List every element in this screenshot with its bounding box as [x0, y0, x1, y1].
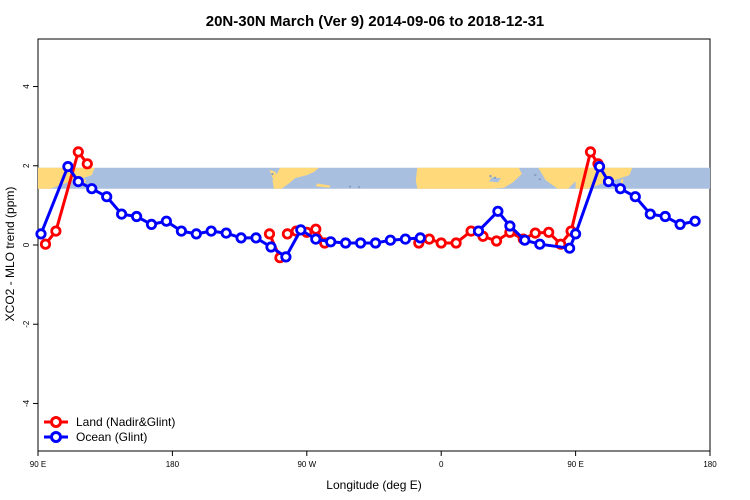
series-1-point-0-6 — [131, 210, 143, 223]
series-0-point-3-10 — [543, 226, 555, 238]
map-land-asia-east — [38, 167, 95, 189]
series-1-point-0-7 — [145, 218, 158, 230]
legend-land-label: Land (Nadir&Glint) — [76, 415, 175, 429]
x-tick-label-5: 180 — [703, 460, 717, 469]
x-tick-label-3: 0 — [439, 460, 444, 469]
legend-ocean-marker — [50, 431, 62, 443]
series-1-point-0-5 — [116, 208, 128, 220]
series-1-point-0-25 — [414, 232, 426, 244]
y-tick-label-4: 4 — [22, 84, 31, 89]
series-1-point-0-15 — [265, 241, 277, 253]
series-0-point-0-0 — [39, 238, 52, 250]
series-layer — [35, 146, 701, 264]
series-1-point-0-20 — [339, 237, 352, 249]
series-0-point-1-0 — [263, 228, 276, 240]
x-tick-label-2: 90 W — [297, 460, 316, 469]
series-1-point-0-18 — [310, 233, 322, 245]
x-tick-label-1: 180 — [166, 460, 180, 469]
series-0-point-2-0 — [281, 228, 293, 240]
series-1-point-1-8 — [602, 176, 615, 188]
map-land-india — [538, 167, 579, 189]
series-1-point-1-12 — [659, 210, 671, 223]
map-land-baja — [269, 169, 279, 181]
x-tick-label-4: 90 E — [567, 460, 583, 469]
series-0-point-3-13 — [584, 146, 597, 158]
series-1-point-0-21 — [354, 237, 367, 249]
series-0 — [39, 146, 604, 264]
series-0-point-0-3 — [81, 158, 93, 170]
map-land-asia-east-repeat — [575, 167, 633, 189]
series-1-point-0-23 — [384, 234, 396, 246]
series-0-point-0-1 — [50, 225, 62, 237]
series-1-point-1-2 — [504, 220, 516, 232]
series-1-point-0-17 — [295, 224, 307, 236]
series-1-point-0-2 — [72, 176, 84, 188]
series-1-point-0-16 — [280, 251, 292, 263]
map-island-4 — [493, 176, 497, 180]
series-1-point-1-0 — [472, 225, 485, 237]
series-1-point-0-14 — [250, 232, 262, 244]
series-1-point-0-8 — [160, 215, 172, 227]
series-1-point-1-3 — [519, 234, 531, 246]
legend-land-marker — [50, 416, 62, 428]
series-0-point-2-3 — [310, 223, 322, 235]
chart-title: 20N-30N March (Ver 9) 2014-09-06 to 2018… — [206, 13, 545, 30]
map-island-0 — [271, 172, 274, 176]
y-tick-label-3: 2 — [22, 163, 31, 168]
map-land-africa-arabia — [415, 167, 522, 189]
series-0-point-3-9 — [529, 227, 541, 239]
series-1-point-0-13 — [235, 232, 247, 244]
y-axis-label: XCO2 - MLO trend (ppm) — [3, 187, 17, 322]
map-land-persian-gulf-water — [489, 177, 501, 183]
x-tick-label-0: 90 E — [30, 460, 46, 469]
series-1-point-0-22 — [369, 237, 382, 249]
legend-ocean-label: Ocean (Glint) — [76, 430, 147, 444]
series-1-point-0-9 — [175, 225, 187, 237]
map-land-americas — [272, 167, 319, 189]
series-1-point-1-10 — [629, 191, 641, 203]
series-1-point-0-1 — [62, 161, 74, 173]
series-1-point-0-10 — [190, 228, 202, 240]
y-axis: -4 -2 0 2 4 — [22, 84, 38, 407]
series-1-point-0-19 — [325, 236, 337, 248]
series-1-point-0-11 — [205, 225, 217, 237]
series-1-point-0-4 — [101, 191, 113, 203]
series-1-point-1-14 — [689, 215, 701, 227]
series-1-point-1-5 — [563, 242, 576, 254]
y-tick-label-1: -2 — [22, 320, 31, 328]
legend: Land (Nadir&Glint) Ocean (Glint) — [44, 415, 175, 444]
map-land-cuba — [315, 183, 331, 188]
series-1-point-1-11 — [644, 208, 656, 220]
y-tick-label-2: 0 — [22, 242, 31, 247]
map-island-2 — [357, 185, 361, 189]
series-0-point-0-2 — [72, 146, 84, 158]
y-tick-label-0: -4 — [22, 399, 31, 407]
x-axis-label: Longitude (deg E) — [326, 478, 421, 492]
map-island-5 — [534, 173, 537, 177]
series-1-point-1-6 — [569, 228, 582, 240]
series-1-point-0-3 — [86, 183, 98, 195]
series-1-point-1-7 — [593, 161, 606, 173]
series-1-point-1-9 — [614, 183, 627, 195]
series-1-point-0-24 — [399, 233, 411, 245]
series-1-point-1-13 — [674, 218, 686, 230]
map-strip — [38, 167, 710, 189]
series-1-point-0-0 — [35, 228, 47, 240]
series-1-point-1-1 — [492, 205, 504, 217]
series-0-point-3-6 — [490, 235, 503, 247]
map-island-3 — [489, 174, 492, 178]
x-axis: 90 E 180 90 W 0 90 E 180 — [30, 451, 717, 469]
map-island-1 — [348, 185, 352, 188]
map-island-6 — [538, 178, 541, 181]
series-1-point-1-4 — [534, 238, 546, 250]
series-1 — [35, 161, 701, 263]
series-1-point-0-12 — [220, 227, 232, 239]
series-0-point-3-1 — [423, 233, 435, 245]
series-0-line-0 — [44, 150, 89, 246]
series-0-point-3-3 — [450, 237, 462, 249]
series-0-point-3-2 — [435, 237, 447, 249]
